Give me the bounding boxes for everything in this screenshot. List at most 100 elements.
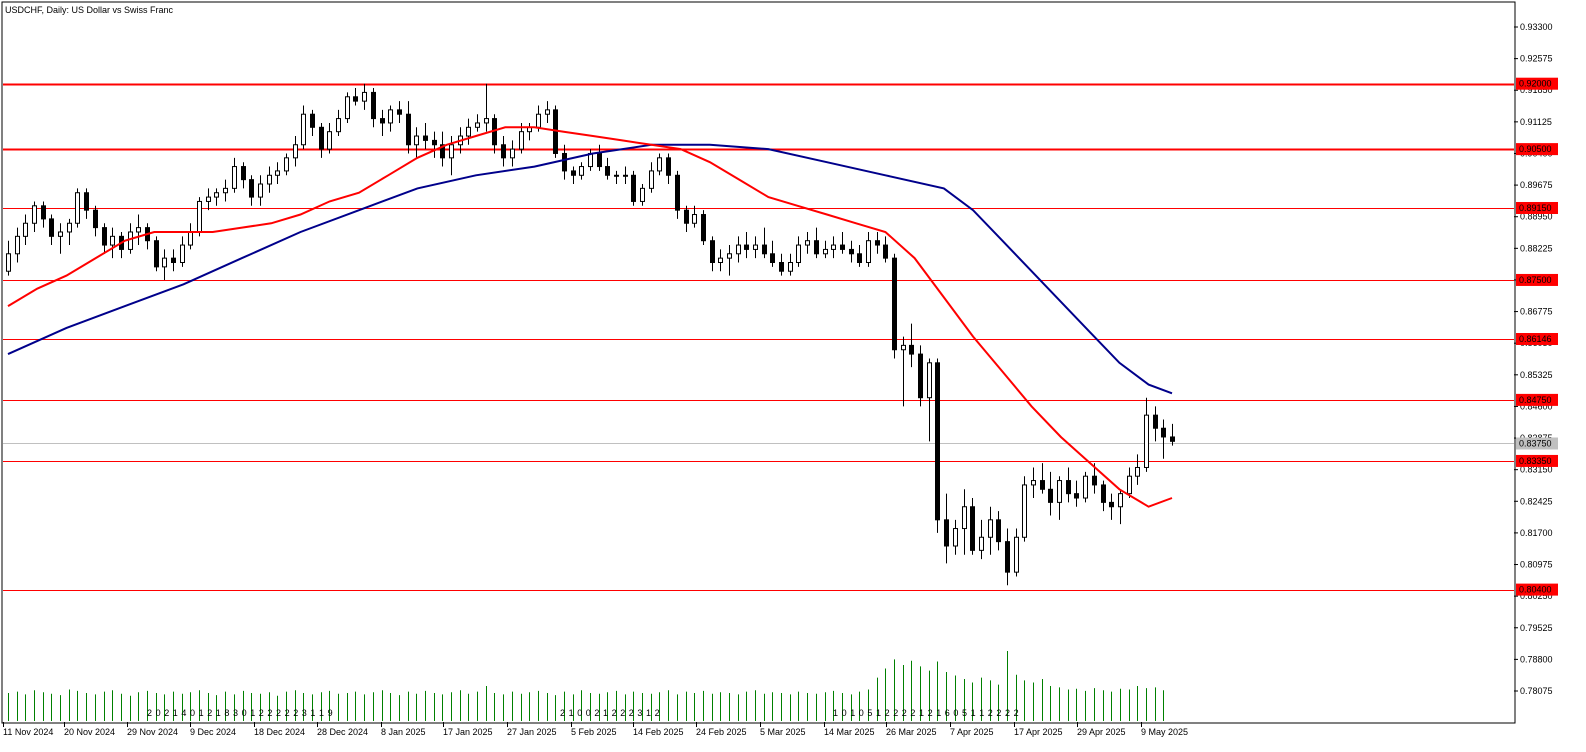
candle	[579, 162, 584, 180]
candle	[762, 227, 767, 259]
volume-tag: 2	[629, 708, 634, 718]
candle-body-bear	[631, 174, 636, 202]
candle	[353, 88, 358, 106]
candle	[779, 253, 784, 276]
candle-body-bull	[293, 144, 298, 159]
candle-body-bear	[1005, 541, 1010, 573]
candle-body-bull	[75, 192, 80, 224]
volume-tag: 5	[867, 708, 872, 718]
candle	[814, 227, 819, 259]
volume-tag: 2	[1014, 708, 1019, 718]
candle	[319, 122, 324, 158]
volume-tag: 2	[928, 708, 933, 718]
candle-body-bull	[988, 519, 993, 538]
volume-tag: 2	[996, 708, 1001, 718]
volume-tag: 1	[603, 708, 608, 718]
level-tag-bg	[1516, 273, 1558, 286]
candle	[1040, 463, 1045, 494]
candle-body-bear	[440, 144, 445, 159]
candle-body-bear	[319, 126, 324, 150]
level-tag-bg	[1516, 393, 1558, 406]
candle	[1048, 471, 1053, 516]
candle	[110, 227, 115, 259]
volume-tag: 3	[637, 708, 642, 718]
candle-body-bull	[188, 231, 193, 246]
candle-body-bear	[1066, 480, 1071, 495]
candle-body-bear	[423, 135, 428, 141]
candle	[623, 166, 628, 185]
candle	[927, 358, 932, 442]
volume-tag: 1	[936, 708, 941, 718]
candle	[301, 105, 306, 150]
candle	[684, 205, 689, 232]
candle-body-bull	[362, 91, 367, 102]
candle-body-bull	[258, 183, 263, 198]
level-tag-bg	[1516, 143, 1558, 156]
candle-body-bear	[935, 362, 940, 521]
x-tick-label: 7 Apr 2025	[950, 727, 994, 737]
candle	[75, 188, 80, 228]
volume-tag: 8	[224, 708, 229, 718]
candle-body-bull	[657, 157, 662, 172]
y-tick-label: 0.88950	[1520, 212, 1553, 222]
candle	[49, 214, 54, 246]
candle	[1153, 406, 1158, 442]
x-tick-label: 9 Dec 2024	[190, 727, 236, 737]
volume-tag: 1	[199, 708, 204, 718]
candle	[197, 197, 202, 237]
volume-tag: 1	[919, 708, 924, 718]
candle	[180, 236, 185, 267]
volume-tag: 0	[586, 708, 591, 718]
candle	[883, 236, 888, 263]
x-tick-label: 17 Jan 2025	[443, 727, 493, 737]
candle-body-bear	[701, 214, 706, 242]
candle-body-bull	[128, 231, 133, 250]
candle-body-bear	[562, 152, 567, 172]
candle	[466, 118, 471, 145]
candle-body-bear	[675, 174, 680, 211]
level-tag-label: 0.90500	[1519, 144, 1552, 154]
candle-body-bear	[1161, 427, 1166, 438]
x-tick-label: 29 Apr 2025	[1077, 727, 1126, 737]
candle-body-bull	[692, 214, 697, 224]
level-tag-bg	[1516, 333, 1558, 346]
volume-tag: 1	[979, 708, 984, 718]
candle	[249, 175, 254, 206]
y-tick-label: 0.89675	[1520, 180, 1553, 190]
level-price-tag: 0.80400	[1516, 583, 1558, 596]
candle	[136, 214, 141, 246]
candle	[875, 231, 880, 254]
volume-tag: 2	[267, 708, 272, 718]
candle-body-bear	[1170, 436, 1175, 442]
candle-body-bull	[180, 244, 185, 264]
candle-body-bear	[996, 519, 1001, 543]
candle	[1161, 419, 1166, 459]
candle	[788, 253, 793, 276]
volume-tag: 0	[859, 708, 864, 718]
y-tick-label: 0.84600	[1520, 401, 1553, 411]
volume-tag: 2	[885, 708, 890, 718]
candle	[32, 201, 37, 232]
candle-body-bull	[232, 166, 237, 189]
candle-body-bear	[1074, 493, 1079, 499]
candle-body-bull	[223, 187, 228, 194]
candle-body-bull	[466, 126, 471, 137]
candle-body-bear	[84, 192, 89, 211]
x-tick-label: 14 Feb 2025	[633, 727, 684, 737]
candle-body-bull	[301, 113, 306, 146]
candle	[1031, 467, 1036, 499]
x-tick-label: 29 Nov 2024	[127, 727, 178, 737]
level-price-tag: 0.86146	[1516, 333, 1558, 346]
level-tag-label: 0.86146	[1519, 334, 1552, 344]
x-tick-label: 27 Jan 2025	[507, 727, 557, 737]
level-tag-bg	[1516, 454, 1558, 467]
volume-tag: 2	[910, 708, 915, 718]
candle	[154, 236, 159, 272]
candle	[918, 345, 923, 407]
candle	[571, 166, 576, 185]
level-tag-label: 0.92000	[1519, 79, 1552, 89]
y-tick-label: 0.92575	[1520, 54, 1553, 64]
volume-tag: 2	[893, 708, 898, 718]
candle-body-bull	[1022, 484, 1027, 538]
candle-body-bear	[102, 227, 107, 246]
